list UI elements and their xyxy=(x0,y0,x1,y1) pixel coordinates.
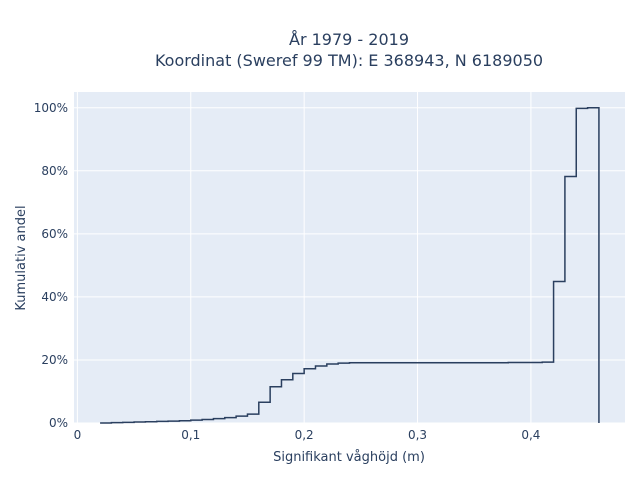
x-tick-label: 0,2 xyxy=(295,428,314,442)
y-tick-label: 80% xyxy=(41,164,68,178)
chart-title-line-1: År 1979 - 2019 xyxy=(289,30,409,49)
chart-title-line-2: Koordinat (Sweref 99 TM): E 368943, N 61… xyxy=(155,51,543,70)
cumulative-step-line xyxy=(100,107,600,424)
x-tick-label: 0,4 xyxy=(521,428,540,442)
plot-area xyxy=(74,92,625,423)
series-group xyxy=(100,107,600,424)
y-tick-label: 60% xyxy=(41,227,68,241)
y-tick-label: 20% xyxy=(41,353,68,367)
grid-lines xyxy=(74,92,625,424)
x-tick-label: 0,3 xyxy=(408,428,427,442)
y-tick-label: 40% xyxy=(41,290,68,304)
y-axis-label: Kumulativ andel xyxy=(14,205,29,310)
x-axis-ticks: 0 0,1 0,2 0,3 0,4 xyxy=(74,428,541,442)
y-tick-label: 100% xyxy=(34,101,68,115)
x-tick-label: 0 xyxy=(74,428,82,442)
x-tick-label: 0,1 xyxy=(181,428,200,442)
y-axis-ticks: 0% 20% 40% 60% 80% 100% xyxy=(34,101,68,430)
x-axis-label: Signifikant våghöjd (m) xyxy=(273,450,425,465)
y-tick-label: 0% xyxy=(49,416,68,430)
